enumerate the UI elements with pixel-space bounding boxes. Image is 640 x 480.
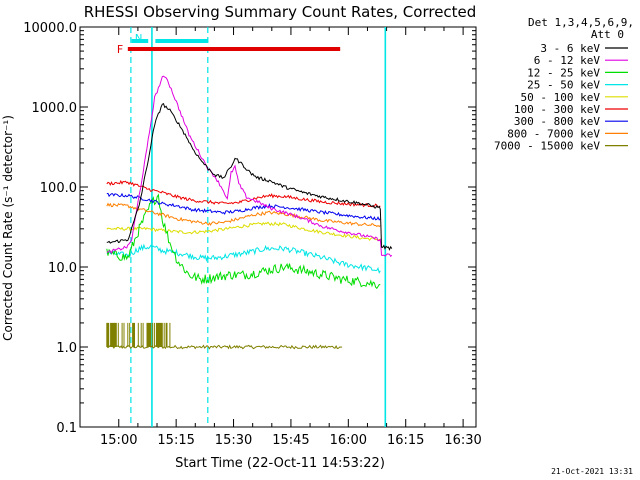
x-tick-label: 15:00 bbox=[100, 433, 137, 448]
legend-label: 300 - 800 keV bbox=[514, 115, 600, 128]
y-tick-label: 0.1 bbox=[56, 421, 77, 436]
series-line-7 bbox=[106, 202, 381, 228]
x-tick-label: 16:15 bbox=[387, 433, 424, 448]
footer-date: 21-Oct-2021 13:31 bbox=[551, 467, 633, 476]
y-axis-label: Corrected Count Rate (s⁻¹ detector⁻¹) bbox=[1, 115, 15, 341]
x-tick-label: 16:00 bbox=[330, 433, 367, 448]
series-line-4 bbox=[106, 221, 381, 242]
y-tick-label: 100.0 bbox=[40, 181, 77, 196]
plot-frame bbox=[79, 26, 477, 428]
series-line-5 bbox=[106, 179, 381, 208]
series-line-2 bbox=[106, 193, 381, 290]
legend-header-line-2: Att 0 bbox=[591, 28, 624, 41]
series-line-8 bbox=[106, 344, 343, 350]
night-label: N bbox=[135, 33, 142, 44]
series-line-0 bbox=[106, 103, 393, 251]
legend-label: 12 - 25 keV bbox=[527, 66, 600, 79]
series-line-6 bbox=[106, 192, 381, 221]
chart-title: RHESSI Observing Summary Count Rates, Co… bbox=[84, 3, 477, 21]
series-group bbox=[106, 75, 393, 350]
legend-label: 25 - 50 keV bbox=[527, 79, 600, 92]
legend-label: 50 - 100 keV bbox=[521, 91, 601, 104]
series-line-1 bbox=[106, 75, 393, 258]
y-tick-label: 10000.0 bbox=[23, 21, 77, 36]
legend-label: 3 - 6 keV bbox=[540, 42, 600, 55]
x-tick-label: 15:45 bbox=[272, 433, 309, 448]
legend-label: 6 - 12 keV bbox=[534, 54, 601, 67]
x-tick-label: 16:30 bbox=[444, 433, 481, 448]
y-tick-label: 1.0 bbox=[56, 341, 77, 356]
x-axis-label: Start Time (22-Oct-11 14:53:22) bbox=[175, 456, 385, 471]
x-tick-label: 15:15 bbox=[157, 433, 194, 448]
y-tick-label: 10.0 bbox=[48, 261, 77, 276]
legend-header-line-1: Det 1,3,4,5,6,9, bbox=[528, 16, 634, 29]
y-tick-label: 1000.0 bbox=[32, 101, 78, 116]
legend-label: 800 - 7000 keV bbox=[507, 127, 600, 140]
x-tick-label: 15:30 bbox=[215, 433, 252, 448]
series-line-3 bbox=[106, 243, 381, 274]
plot-area bbox=[79, 26, 477, 428]
y-axis: 0.1 1.0 10.0 100.0 1000.0 10000.0 bbox=[23, 21, 476, 436]
legend-label: 7000 - 15000 keV bbox=[494, 140, 600, 153]
attenuator-spikes bbox=[106, 322, 171, 347]
x-axis: 15:00 15:15 15:30 15:45 16:00 16:15 16:30 bbox=[100, 27, 482, 448]
flare-label: F bbox=[117, 43, 123, 56]
night-flare-markers: NF bbox=[117, 27, 387, 427]
legend-label: 100 - 300 keV bbox=[514, 103, 600, 116]
